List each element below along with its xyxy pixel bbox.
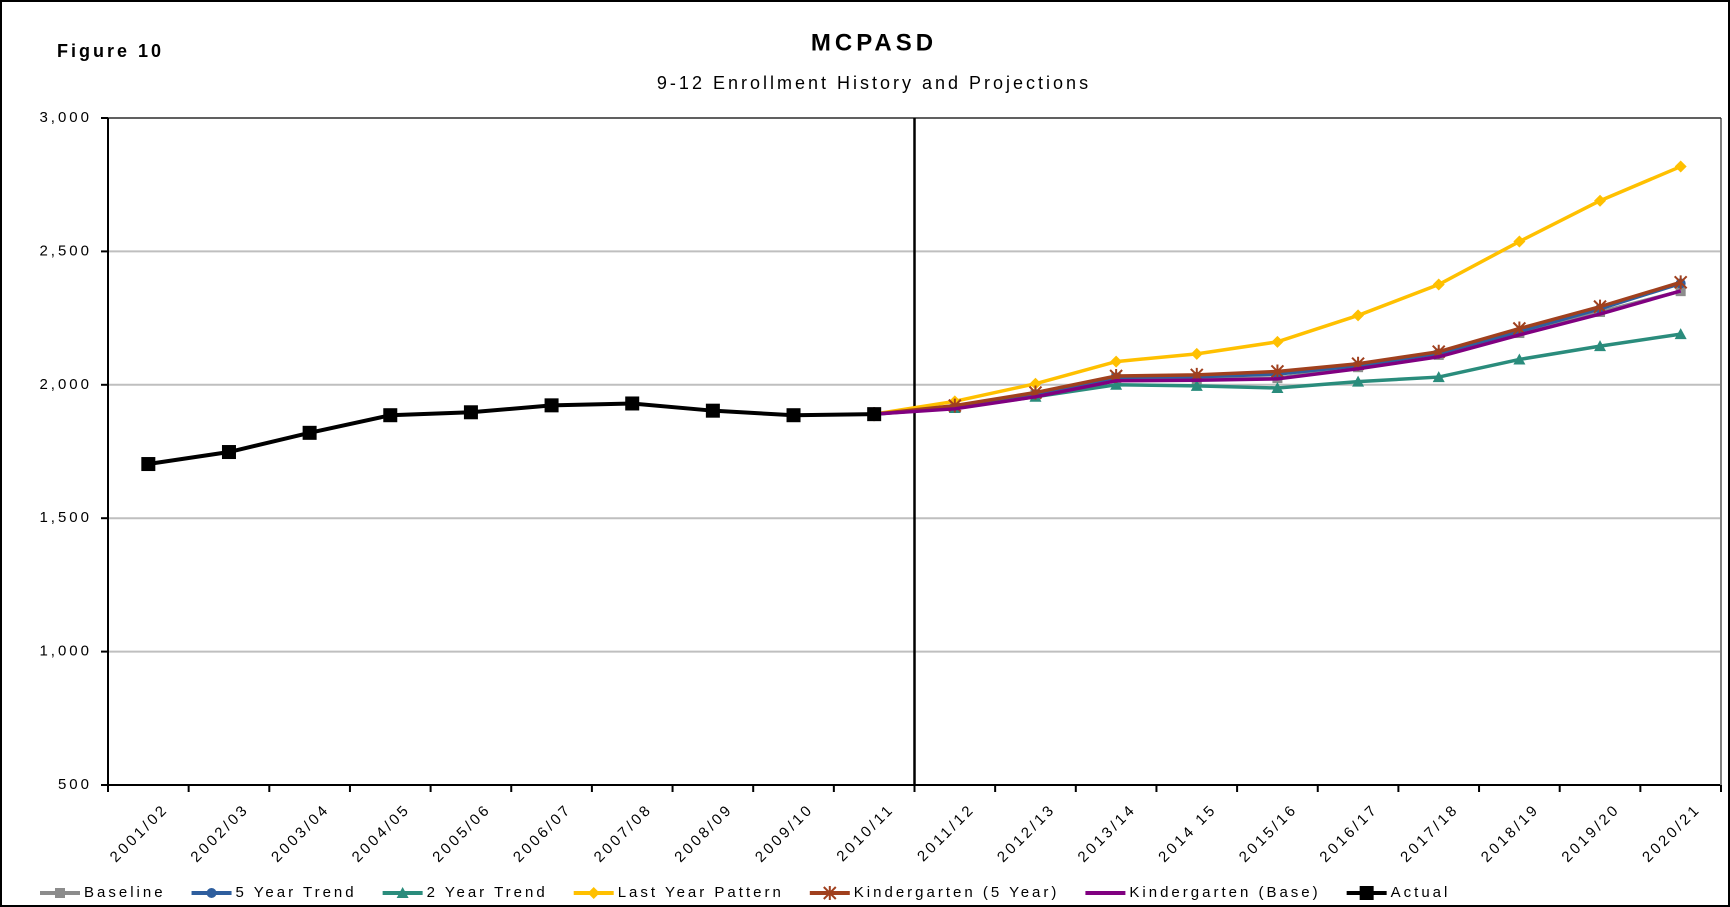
point: [1271, 335, 1284, 348]
point: [141, 457, 156, 472]
point: [463, 405, 478, 420]
point: [1029, 377, 1042, 390]
point: [1190, 379, 1203, 391]
y-tick-label: 2,500: [39, 242, 92, 259]
point: [1190, 347, 1203, 360]
chart-title: MCPASD: [811, 29, 937, 56]
point: [383, 408, 398, 423]
point: [1594, 194, 1607, 207]
series-line: [148, 401, 875, 467]
point: [1673, 275, 1688, 290]
point: [1594, 340, 1607, 352]
point: [206, 888, 217, 898]
legend-label: Kindergarten (Base): [1129, 884, 1320, 901]
y-tick-label: 500: [58, 776, 92, 793]
point: [625, 396, 640, 411]
point: [1352, 375, 1365, 387]
y-tick-label: 1,000: [39, 643, 92, 660]
y-tick-label: 2,000: [39, 376, 92, 393]
legend-label: Baseline: [84, 884, 166, 901]
legend-label: 2 Year Trend: [427, 884, 548, 901]
point: [544, 398, 559, 413]
legend-label: 5 Year Trend: [236, 884, 357, 901]
point: [1352, 309, 1365, 322]
point: [1110, 378, 1123, 390]
point: [705, 403, 720, 418]
point: [396, 887, 409, 898]
point: [1271, 382, 1284, 394]
y-tick-label: 1,500: [39, 509, 92, 526]
point: [1674, 160, 1687, 173]
point: [1110, 355, 1123, 368]
point: [1674, 328, 1687, 340]
point: [1593, 299, 1607, 314]
point: [1513, 235, 1526, 248]
point: [55, 888, 65, 898]
point: [1359, 886, 1374, 900]
y-tick-label: 3,000: [39, 109, 92, 126]
legend-label: Kindergarten (5 Year): [854, 884, 1060, 901]
figure-label: Figure 10: [57, 41, 164, 61]
point: [823, 886, 837, 900]
point: [1270, 364, 1285, 379]
legend-label: Actual: [1391, 884, 1451, 901]
point: [1432, 278, 1445, 291]
legend: Baseline 5 Year Trend 2 Year Trend Last Yea…: [40, 884, 1451, 901]
point: [221, 445, 236, 460]
legend-label: Last Year Pattern: [618, 884, 784, 901]
chart-subtitle: 9-12 Enrollment History and Projections: [657, 73, 1091, 93]
point: [867, 407, 882, 422]
point: [302, 425, 317, 440]
point: [786, 408, 801, 423]
point: [587, 887, 600, 899]
point: [1432, 371, 1445, 383]
series-line: [874, 289, 1682, 416]
point: [1513, 353, 1526, 365]
